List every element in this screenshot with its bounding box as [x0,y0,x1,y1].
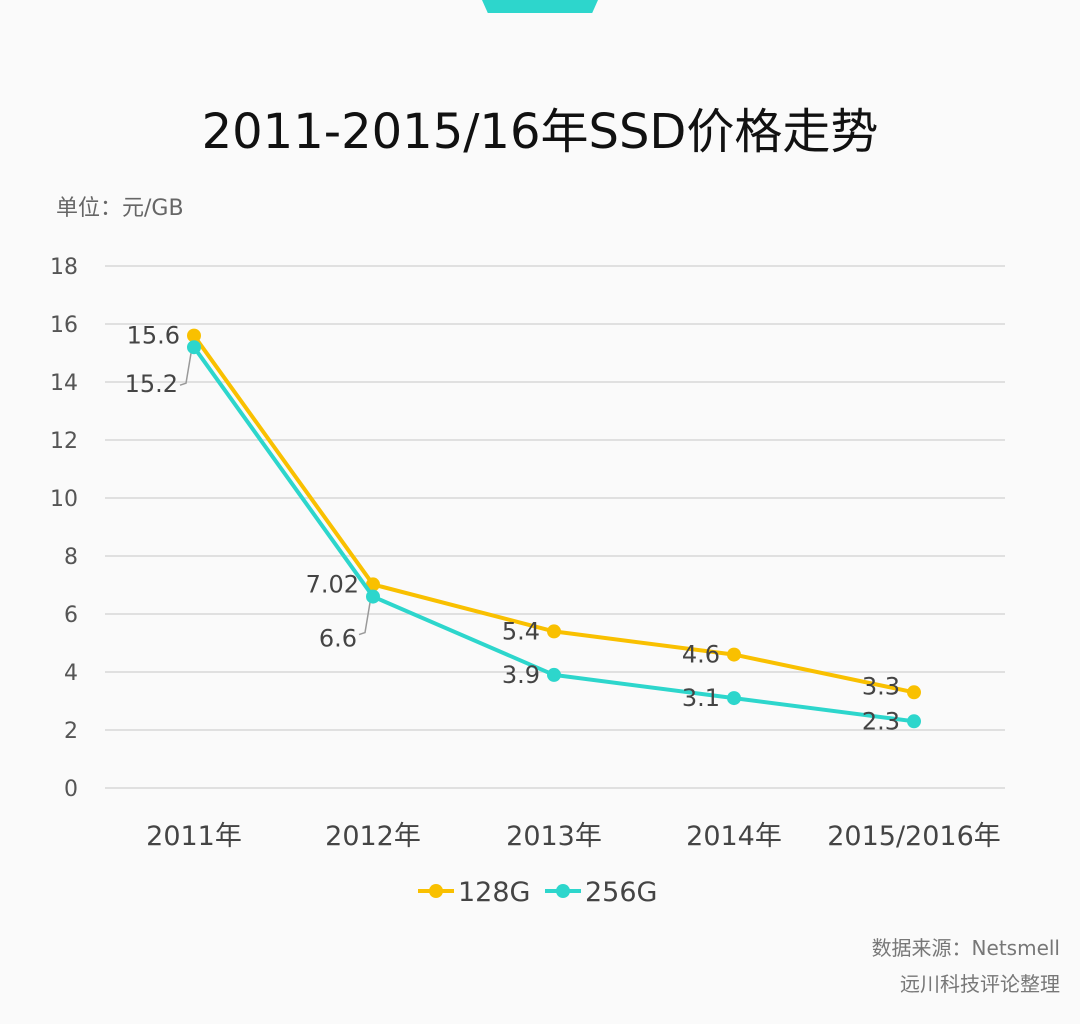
y-tick-label: 0 [64,777,78,802]
x-tick-label: 2012年 [325,821,421,852]
y-tick-label: 16 [50,313,78,338]
data-source: 数据来源：Netsmell [871,936,1060,960]
credit: 远川科技评论整理 [900,972,1060,996]
data-point-256G [187,340,201,355]
data-label-128G: 3.3 [862,672,900,700]
leader-line [179,353,192,386]
data-point-128G [187,328,201,343]
data-point-128G [727,647,741,662]
data-point-128G [907,685,921,700]
legend-label-256G: 256G [585,877,657,908]
data-point-256G [366,589,380,604]
y-tick-label: 12 [50,429,78,454]
y-tick-label: 6 [64,603,78,628]
data-point-128G [547,624,561,639]
data-label-128G: 15.6 [127,322,180,350]
x-tick-label: 2014年 [686,821,782,852]
y-tick-label: 8 [64,545,78,570]
series-line-256G [192,346,915,724]
y-tick-label: 2 [64,719,78,744]
data-point-256G [907,714,921,729]
x-tick-label: 2011年 [146,821,242,852]
y-tick-label: 4 [64,661,78,686]
legend-marker-256G [556,884,570,898]
data-label-256G: 3.1 [682,684,720,712]
leader-line [358,602,371,636]
data-point-128G [366,577,380,592]
legend-label-128G: 128G [458,877,530,908]
data-label-256G: 2.3 [862,707,900,735]
data-label-256G: 3.9 [502,661,540,689]
data-label-256G: 15.2 [125,370,178,398]
x-tick-label: 2015/2016年 [827,821,1001,852]
data-label-128G: 5.4 [502,617,540,645]
y-tick-label: 10 [50,487,78,512]
data-point-256G [547,667,561,682]
data-point-256G [727,691,741,706]
chart-title: 2011-2015/16年SSD价格走势 [201,104,879,160]
y-axis-unit: 单位：元/GB [56,196,184,221]
y-tick-label: 14 [50,371,78,396]
x-tick-label: 2013年 [506,821,602,852]
data-label-128G: 4.6 [682,641,720,669]
data-label-256G: 6.6 [319,625,357,653]
data-label-128G: 7.02 [306,570,359,598]
series-line-128G [192,334,915,695]
top-accent-tab [482,0,598,13]
y-tick-label: 18 [50,255,78,280]
legend-marker-128G [429,884,443,898]
